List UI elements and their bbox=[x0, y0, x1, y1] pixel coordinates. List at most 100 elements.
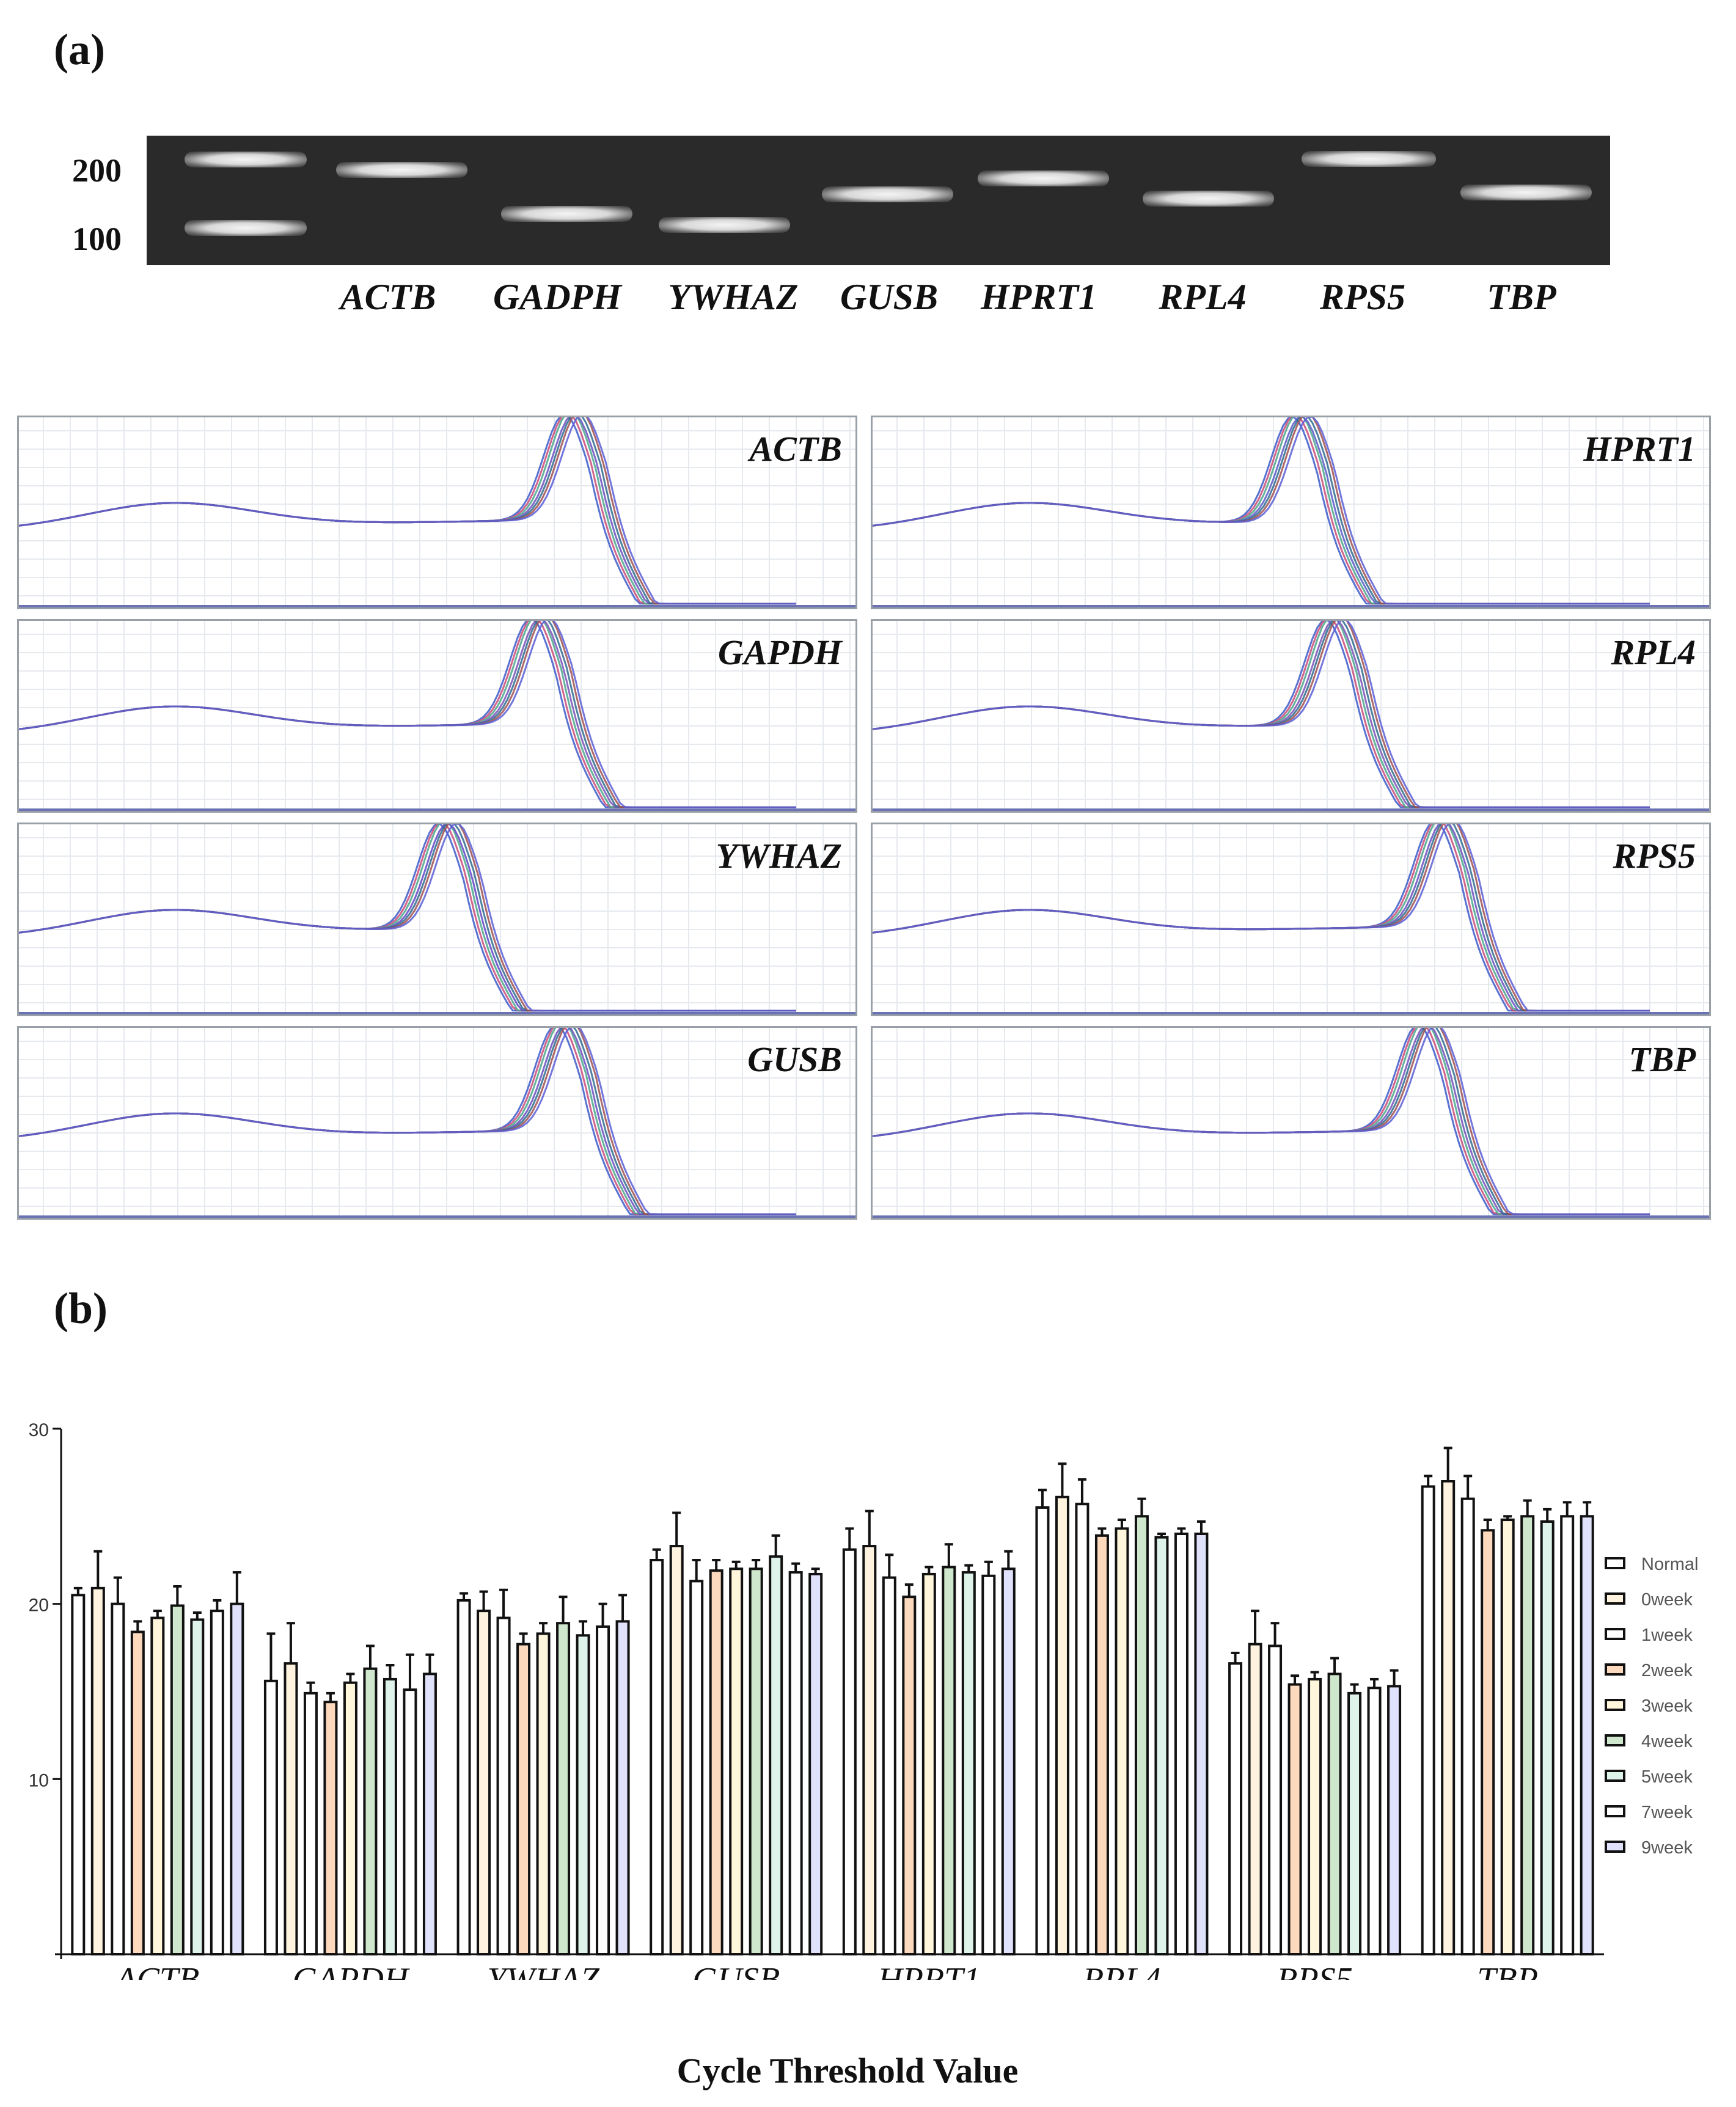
gel-band-rps5 bbox=[1302, 151, 1436, 167]
legend-swatch bbox=[1605, 1841, 1625, 1853]
bar-hprt1-1week bbox=[882, 1576, 896, 1955]
bar-gusb-2week bbox=[709, 1569, 723, 1955]
ct-bar-chart: 10 20 30 ACTB GAPDH YWHAZ GUSB HPRT1 RPL4 RPS5 TBP bbox=[29, 1420, 1604, 1980]
x-axis-title: Cycle Threshold Value bbox=[676, 2051, 1019, 2091]
bar-rps5-normal bbox=[1228, 1662, 1243, 1955]
bar-gusb-7week bbox=[788, 1571, 803, 1956]
melt-curve-panel-ywhaz: YWHAZ bbox=[17, 823, 857, 1016]
melt-grid bbox=[873, 1028, 1709, 1218]
x-tick-label-rpl4: RPL4 bbox=[1082, 1961, 1161, 1980]
lane-label-tbp: TBP bbox=[1487, 277, 1556, 317]
bar-ywhaz-normal bbox=[456, 1599, 471, 1955]
melt-curve-panel-gusb: GUSB bbox=[17, 1026, 857, 1220]
bar-rpl4-normal bbox=[1035, 1506, 1050, 1955]
bar-gapdh-0week bbox=[284, 1662, 298, 1955]
melt-curve-title-actb: ACTB bbox=[749, 429, 843, 469]
legend-swatch bbox=[1605, 1699, 1625, 1711]
bar-gusb-normal bbox=[650, 1559, 664, 1955]
bar-tbp-3week bbox=[1500, 1519, 1515, 1956]
legend-label: 1week bbox=[1641, 1625, 1693, 1645]
y-tick-label: 30 bbox=[29, 1420, 49, 1440]
bar-rpl4-7week bbox=[1174, 1533, 1188, 1955]
gel-band-ladder-200 bbox=[185, 152, 307, 167]
bar-actb-7week bbox=[210, 1610, 224, 1955]
gel-band-ywhaz bbox=[659, 217, 790, 233]
bar-rps5-3week bbox=[1308, 1677, 1322, 1955]
bar-actb-5week bbox=[190, 1618, 205, 1955]
bar-gapdh-3week bbox=[343, 1681, 357, 1955]
bar-gusb-9week bbox=[808, 1572, 823, 1955]
melt-grid bbox=[873, 824, 1709, 1014]
legend-swatch bbox=[1605, 1628, 1625, 1640]
bar-tbp-4week bbox=[1520, 1515, 1535, 1956]
melt-curve-title-tbp: TBP bbox=[1628, 1039, 1696, 1079]
legend-label: 7week bbox=[1641, 1803, 1693, 1822]
melt-curve-panel-rps5: RPS5 bbox=[871, 823, 1711, 1016]
bar-actb-4week bbox=[170, 1604, 185, 1955]
x-tick-label-gusb: GUSB bbox=[692, 1961, 780, 1980]
bar-tbp-2week bbox=[1481, 1529, 1495, 1955]
melt-curve-traces bbox=[873, 1028, 1650, 1215]
panel-label-a: (a) bbox=[54, 25, 105, 74]
lane-label-rps5: RPS5 bbox=[1319, 277, 1406, 317]
bar-gapdh-5week bbox=[383, 1677, 397, 1955]
bar-hprt1-0week bbox=[862, 1545, 877, 1956]
bar-rpl4-3week bbox=[1115, 1527, 1129, 1955]
bar-gusb-4week bbox=[749, 1567, 763, 1956]
y-tick-label: 20 bbox=[29, 1596, 49, 1616]
melt-curve-title-rpl4: RPL4 bbox=[1611, 632, 1696, 672]
ladder-label-200: 200 bbox=[72, 152, 122, 189]
bar-ywhaz-4week bbox=[556, 1622, 571, 1955]
x-tick-label-ywhaz: YWHAZ bbox=[487, 1961, 599, 1980]
x-tick-label-hprt1: HPRT1 bbox=[877, 1961, 980, 1980]
legend-label: 5week bbox=[1641, 1767, 1693, 1787]
bar-actb-9week bbox=[230, 1602, 244, 1955]
melt-curve-title-rps5: RPS5 bbox=[1613, 836, 1696, 876]
bar-actb-3week bbox=[150, 1616, 165, 1956]
lane-label-hprt1: HPRT1 bbox=[981, 277, 1097, 317]
legend-label: 9week bbox=[1641, 1838, 1693, 1858]
bar-gapdh-4week bbox=[363, 1667, 378, 1955]
gel-band-ladder-100 bbox=[185, 220, 307, 236]
lane-label-gusb: GUSB bbox=[840, 277, 939, 317]
melt-curve-title-gusb: GUSB bbox=[747, 1039, 842, 1079]
x-tick-label-gapdh: GAPDH bbox=[293, 1961, 410, 1980]
bar-gapdh-9week bbox=[422, 1673, 437, 1955]
bar-ywhaz-2week bbox=[516, 1643, 531, 1955]
bar-ywhaz-9week bbox=[615, 1620, 630, 1956]
bar-rps5-0week bbox=[1248, 1643, 1262, 1955]
legend-label: Normal bbox=[1641, 1555, 1699, 1574]
melt-grid bbox=[19, 417, 855, 607]
bar-tbp-9week bbox=[1580, 1515, 1594, 1956]
bar-gusb-5week bbox=[769, 1555, 783, 1955]
legend-swatch bbox=[1605, 1770, 1625, 1782]
legend-label: 2week bbox=[1641, 1661, 1693, 1680]
bar-hprt1-4week bbox=[942, 1566, 956, 1955]
bar-gapdh-2week bbox=[323, 1701, 338, 1955]
melt-grid bbox=[19, 1028, 855, 1218]
bar-rpl4-5week bbox=[1154, 1536, 1169, 1955]
legend-swatch bbox=[1605, 1557, 1625, 1569]
bar-rpl4-9week bbox=[1194, 1533, 1209, 1955]
bar-gapdh-1week bbox=[303, 1691, 318, 1955]
legend-swatch bbox=[1605, 1805, 1625, 1817]
bar-rps5-4week bbox=[1327, 1673, 1342, 1955]
melt-curve-traces bbox=[873, 417, 1650, 605]
gel-band-rpl4 bbox=[1143, 191, 1274, 207]
melt-curve-panel-rpl4: RPL4 bbox=[871, 619, 1711, 813]
gel-band-hprt1 bbox=[978, 170, 1109, 186]
bar-rps5-1week bbox=[1268, 1644, 1283, 1955]
y-tick-label: 10 bbox=[29, 1770, 49, 1790]
legend-label: 4week bbox=[1641, 1732, 1693, 1751]
melt-curve-title-ywhaz: YWHAZ bbox=[716, 836, 842, 876]
bar-rps5-5week bbox=[1347, 1691, 1362, 1955]
legend-label: 3week bbox=[1641, 1696, 1693, 1716]
melt-curve-traces bbox=[873, 824, 1650, 1012]
gel-band-tbp bbox=[1460, 185, 1592, 200]
melt-curve-traces bbox=[873, 621, 1650, 808]
bar-actb-normal bbox=[71, 1594, 86, 1956]
bar-tbp-7week bbox=[1560, 1515, 1575, 1956]
bar-hprt1-5week bbox=[961, 1571, 976, 1956]
bar-tbp-1week bbox=[1460, 1497, 1475, 1955]
melt-curve-panel-actb: ACTB bbox=[17, 416, 857, 609]
